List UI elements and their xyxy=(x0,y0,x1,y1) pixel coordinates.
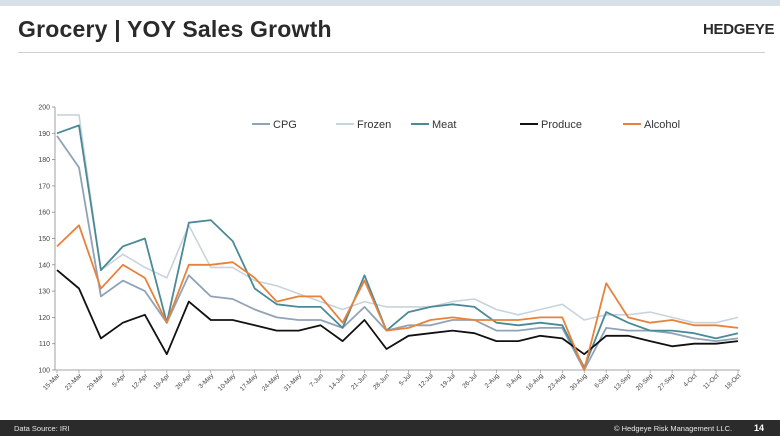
y-tick-label: 150 xyxy=(38,236,50,243)
hedgeye-logo: HEDGEYE xyxy=(703,21,775,38)
y-tick-label: 130 xyxy=(38,289,50,296)
y-tick-label: 110 xyxy=(39,341,50,348)
x-tick-label: 12-Apr xyxy=(131,372,150,391)
x-tick-label: 22-Mar xyxy=(64,372,84,392)
series-line-alcohol xyxy=(56,224,739,371)
legend-label-produce: Produce xyxy=(541,119,582,131)
x-tick-label: 4-Oct xyxy=(682,372,698,388)
x-tick-label: 6-Sep xyxy=(593,372,610,389)
x-tick-label: 26-Apr xyxy=(174,372,193,391)
copyright-notice: © Hedgeye Risk Management LLC. xyxy=(614,424,733,433)
x-tick-label: 23-Aug xyxy=(547,372,567,392)
x-tick-label: 11-Oct xyxy=(702,372,721,391)
x-tick-label: 14-Jun xyxy=(328,372,347,391)
series-line-meat xyxy=(56,124,739,369)
top-band xyxy=(0,0,780,6)
x-tick-label: 13-Sep xyxy=(613,372,633,392)
series-line-cpg xyxy=(56,135,739,371)
y-tick-label: 140 xyxy=(38,262,50,269)
chart-legend: CPG Frozen Meat Produce Alcohol xyxy=(252,119,680,131)
x-tick-label: 5-Jul xyxy=(398,372,413,387)
x-tick-label: 9-Aug xyxy=(506,372,523,389)
series-line-produce xyxy=(56,269,739,356)
y-tick-label: 170 xyxy=(38,183,50,190)
chart-series xyxy=(56,114,739,371)
x-tick-label: 15-Mar xyxy=(42,372,62,392)
x-tick-label: 16-Aug xyxy=(525,372,545,392)
x-tick-label: 18-Oct xyxy=(724,372,743,391)
page-number: 14 xyxy=(754,423,765,433)
x-tick-label: 30-Aug xyxy=(569,372,589,392)
x-tick-label: 31-May xyxy=(283,372,304,393)
x-tick-label: 7-Jun xyxy=(309,372,326,389)
legend-label-frozen: Frozen xyxy=(357,119,391,131)
x-tick-label: 2-Aug xyxy=(484,372,501,389)
x-tick-label: 19-Jul xyxy=(439,372,457,390)
y-tick-label: 200 xyxy=(38,105,50,112)
x-tick-label: 27-Sep xyxy=(657,372,677,392)
legend-label-cpg: CPG xyxy=(273,119,297,131)
footer-bar: Data Source: IRI © Hedgeye Risk Manageme… xyxy=(0,420,780,436)
x-tick-label: 10-May xyxy=(217,372,238,393)
series-line-frozen xyxy=(57,114,739,324)
y-tick-label: 180 xyxy=(38,157,50,164)
x-tick-label: 21-Jun xyxy=(350,372,369,391)
legend-label-alcohol: Alcohol xyxy=(644,119,680,131)
x-tick-label: 26-Jul xyxy=(461,372,479,390)
y-tick-label: 190 xyxy=(38,131,50,138)
x-tick-label: 17-May xyxy=(239,372,260,393)
x-tick-label: 19-Apr xyxy=(153,372,172,391)
legend-label-meat: Meat xyxy=(432,119,456,131)
slide-title: Grocery | YOY Sales Growth xyxy=(18,16,332,42)
x-tick-label: 3-May xyxy=(197,372,215,390)
x-tick-label: 29-Mar xyxy=(86,372,106,392)
title-divider xyxy=(18,52,765,53)
y-tick-label: 120 xyxy=(38,315,50,322)
x-tick-label: 12-Jul xyxy=(417,372,435,390)
y-tick-label: 160 xyxy=(38,210,50,217)
x-tick-label: 20-Sep xyxy=(635,372,655,392)
x-tick-label: 5-Apr xyxy=(111,372,128,389)
data-source: Data Source: IRI xyxy=(14,424,70,433)
y-tick-label: 100 xyxy=(38,368,50,375)
x-tick-label: 24-May xyxy=(261,372,282,393)
x-tick-label: 28-Jun xyxy=(372,372,391,391)
